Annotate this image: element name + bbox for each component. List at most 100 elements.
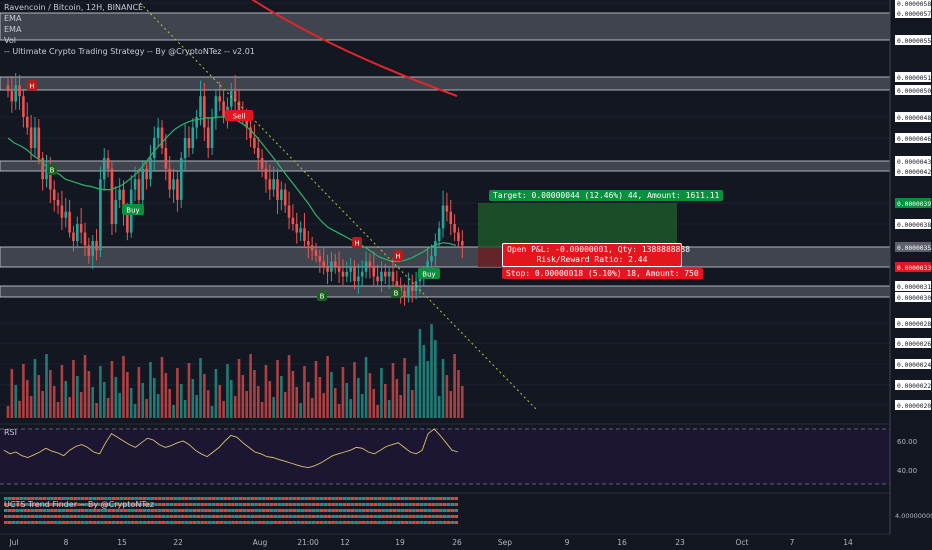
volume-bar: [95, 403, 98, 418]
trend-cell: [19, 497, 23, 500]
trend-cell: [377, 509, 382, 512]
trend-cell: [42, 521, 47, 524]
sr-zone: [0, 12, 891, 41]
candle-body: [222, 101, 225, 117]
volume-bar: [25, 380, 29, 418]
trend-cell: [423, 515, 428, 518]
signal-marker: [27, 80, 37, 91]
trend-cell: [177, 515, 181, 518]
trend-cell: [273, 521, 278, 524]
trend-cell: [235, 521, 239, 524]
trend-cell: [354, 497, 358, 500]
trend-cell: [342, 497, 347, 500]
trend-cell: [30, 497, 35, 500]
signal-marker: [122, 204, 144, 215]
trend-cell: [200, 503, 204, 506]
volume-bar: [372, 389, 376, 418]
price-tick-label: 0.00000380: [897, 222, 932, 229]
trend-cell: [369, 497, 374, 500]
sr-zone: [0, 285, 891, 298]
price-tick-box: [895, 219, 931, 229]
trend-cell: [38, 503, 43, 506]
volume-bar: [303, 366, 306, 418]
trend-cell: [300, 503, 305, 506]
trend-cell: [358, 503, 362, 506]
trend-cell: [277, 509, 281, 512]
trend-cell: [204, 521, 208, 524]
trend-cell: [57, 497, 62, 500]
volume-bar: [384, 384, 387, 418]
trend-cell: [454, 509, 459, 512]
trend-cell: [292, 503, 297, 506]
trend-cell: [107, 503, 112, 506]
trend-cell: [292, 509, 297, 512]
trend-cell: [389, 521, 393, 524]
trend-cell: [69, 521, 74, 524]
trend-cell: [119, 497, 124, 500]
candle-body: [349, 267, 352, 272]
trend-cell: [4, 509, 8, 512]
trend-cell: [150, 509, 154, 512]
candle-body: [10, 91, 14, 102]
trend-cell: [57, 521, 62, 524]
price-tick-label: 0.00000480: [897, 115, 932, 122]
trend-cell: [92, 521, 97, 524]
candle-body: [341, 271, 345, 277]
trend-cell: [19, 521, 23, 524]
trend-cell: [4, 515, 8, 518]
candle-body: [364, 261, 368, 272]
trend-cell: [138, 497, 143, 500]
candle-body: [237, 101, 241, 112]
trend-cell: [408, 503, 412, 506]
volume-bar: [310, 398, 314, 418]
trend-cell: [65, 509, 70, 512]
trend-cell: [165, 521, 170, 524]
trend-cell: [196, 503, 201, 506]
volume-bar: [45, 354, 48, 418]
trend-cell: [30, 503, 35, 506]
trend-cell: [169, 521, 174, 524]
volume-bar: [153, 378, 156, 418]
trend-cell: [100, 503, 104, 506]
trend-cell: [246, 515, 251, 518]
candle-body: [410, 286, 414, 291]
trend-cell: [81, 509, 85, 512]
volume-bar: [345, 383, 349, 418]
trend-cell: [161, 509, 166, 512]
volume-bar: [245, 391, 248, 418]
candle-body: [268, 179, 272, 190]
trend-cell: [131, 497, 135, 500]
trend-cell: [323, 515, 328, 518]
volume-bar: [364, 357, 368, 418]
trend-cell: [115, 509, 120, 512]
trend-cell: [54, 515, 58, 518]
trend-cell: [242, 503, 247, 506]
trend-cell: [100, 521, 104, 524]
trend-cell: [442, 521, 447, 524]
candle-body: [126, 211, 129, 233]
price-tick-label: 0.00000460: [897, 136, 932, 143]
trend-cell: [350, 509, 355, 512]
signal-marker: [317, 290, 327, 301]
volume-bar: [461, 386, 464, 418]
trend-cell: [142, 503, 147, 506]
trend-cell: [27, 515, 31, 518]
volume-bar: [357, 378, 360, 418]
candle-body: [449, 211, 453, 224]
trend-cell: [169, 497, 174, 500]
trend-cell: [285, 503, 289, 506]
trend-cell: [419, 497, 424, 500]
trend-cell: [304, 503, 308, 506]
trend-cell: [123, 497, 127, 500]
trend-cell: [373, 503, 378, 506]
trend-cell: [431, 497, 435, 500]
volume-bar: [333, 388, 337, 418]
candle-body: [264, 168, 268, 180]
trend-cell: [238, 515, 243, 518]
candle-body: [214, 96, 218, 117]
trend-cell: [454, 515, 459, 518]
trend-cell: [46, 509, 50, 512]
trend-cell: [208, 497, 212, 500]
trend-cell: [419, 503, 424, 506]
